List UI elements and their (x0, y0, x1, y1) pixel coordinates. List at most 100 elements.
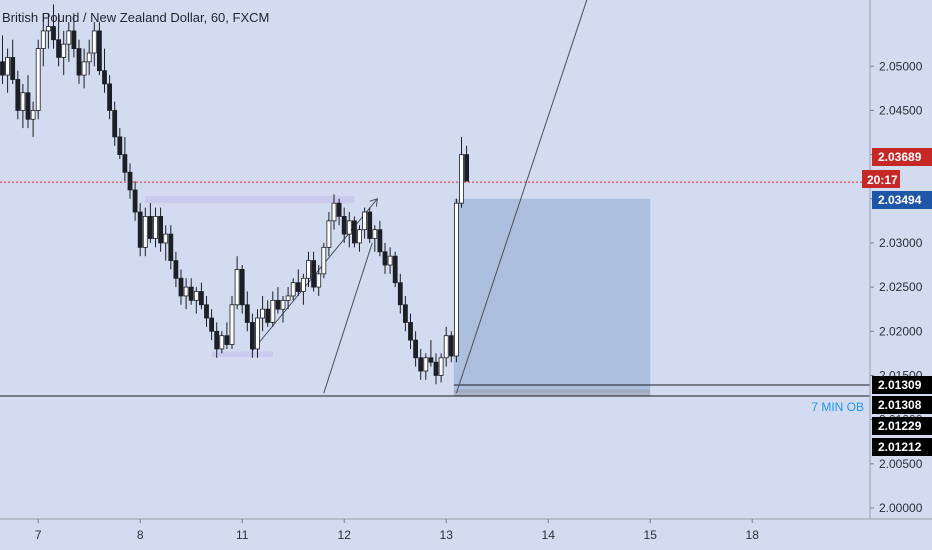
x-tick-label: 11 (236, 528, 249, 542)
y-tick-label: 2.00500 (879, 457, 923, 471)
x-tick-label: 15 (644, 528, 658, 542)
price-label-2[interactable]: 2.01308 (872, 396, 932, 414)
x-tick-label: 13 (440, 528, 454, 542)
x-tick-label: 14 (542, 528, 556, 542)
price-axis-panel (870, 0, 932, 550)
candle-down (137, 211, 143, 248)
candle-down (107, 83, 112, 111)
candle-up (300, 277, 306, 292)
candle-down (15, 79, 21, 111)
countdown-text: 20:17 (867, 173, 898, 187)
candle-down (56, 39, 61, 58)
candle-up (20, 92, 26, 111)
candle-down (392, 255, 398, 284)
candle-down (295, 282, 301, 292)
badges-layer: 2.03689 20:17 2.03494 2.01309 2.01308 2.01229… (862, 148, 932, 456)
current-price-badge[interactable]: 2.03689 (872, 148, 932, 166)
price-label-1[interactable]: 2.01309 (872, 376, 932, 394)
candle-up (229, 304, 235, 345)
candle-down (397, 282, 403, 306)
candle-down (408, 322, 413, 341)
candle-down (336, 202, 342, 217)
price-label-2-text: 2.01308 (878, 398, 922, 412)
trendline-3[interactable] (455, 0, 594, 394)
candle-up (423, 357, 429, 372)
candle-up (316, 273, 322, 288)
candle-down (341, 216, 347, 235)
candle-down (0, 61, 5, 76)
candle-down (112, 110, 118, 138)
candle-up (163, 233, 169, 244)
candle-up (91, 30, 97, 54)
y-tick-label: 2.04500 (879, 103, 923, 117)
candle-up (183, 286, 189, 297)
candle-down (367, 211, 373, 239)
countdown-badge: 20:17 (862, 170, 900, 188)
candle-down (122, 154, 128, 173)
candle-up (438, 357, 444, 376)
candle-down (204, 304, 209, 319)
candle-down (214, 330, 220, 350)
candle-down (147, 216, 153, 239)
x-tick-label: 7 (35, 528, 42, 542)
candle-down (127, 171, 133, 191)
price-label-1-bg (872, 376, 932, 394)
candle-down (433, 361, 439, 376)
y-tick-label: 2.02500 (879, 280, 923, 294)
countdown-badge-bg (862, 170, 900, 188)
candle-up (290, 282, 296, 297)
candle-down (464, 154, 470, 182)
candle-up (153, 216, 158, 239)
candle-up (443, 335, 449, 359)
zone-lavender-top[interactable] (145, 196, 355, 204)
price-label-4[interactable]: 2.01212 (872, 438, 932, 456)
candle-down (351, 220, 357, 244)
zone-gray-strip[interactable] (453, 389, 651, 397)
price-label-3[interactable]: 2.01229 (872, 417, 932, 435)
trendline-2[interactable] (323, 242, 373, 394)
candle-up (346, 220, 352, 235)
x-tick-label: 18 (746, 528, 760, 542)
y-tick-label: 2.05000 (879, 59, 923, 73)
chart-title: British Pound / New Zealand Dollar, 60, … (2, 10, 270, 25)
candle-up (260, 308, 266, 319)
candle-down (178, 277, 184, 297)
candle-up (280, 299, 286, 310)
y-tick-label: 2.00000 (879, 501, 923, 515)
zone-lavender-bottom[interactable] (211, 351, 273, 357)
price-label-2-bg (872, 396, 932, 414)
candle-up (285, 295, 291, 301)
candle-up (331, 202, 337, 222)
candle-up (255, 317, 260, 350)
price-label-4-text: 2.01212 (878, 440, 922, 454)
candle-down (418, 357, 424, 372)
candle-down (402, 304, 408, 323)
candle-down (428, 357, 434, 363)
candle-up (30, 110, 36, 120)
price-label-blue-bg (872, 191, 932, 209)
candle-up (326, 220, 332, 248)
price-label-blue-text: 2.03494 (878, 193, 922, 207)
candles-layer (0, 4, 470, 385)
candle-down (10, 57, 16, 80)
candle-down (209, 317, 215, 332)
candle-down (132, 189, 138, 213)
zones-layer (145, 196, 651, 397)
candle-down (168, 233, 174, 262)
candle-up (372, 229, 378, 239)
candle-down (51, 26, 56, 41)
candle-up (35, 48, 41, 111)
y-tick-label: 2.03000 (879, 236, 923, 250)
annotation-ob-label[interactable]: 7 MIN OB (811, 400, 864, 414)
trendline-arrowhead (369, 198, 378, 207)
candle-down (239, 269, 245, 306)
candle-down (25, 92, 31, 120)
zone-blue-box[interactable] (453, 198, 651, 393)
candle-up (306, 260, 311, 279)
candle-up (81, 61, 87, 76)
candle-down (244, 304, 250, 323)
price-label-blue[interactable]: 2.03494 (872, 191, 932, 209)
